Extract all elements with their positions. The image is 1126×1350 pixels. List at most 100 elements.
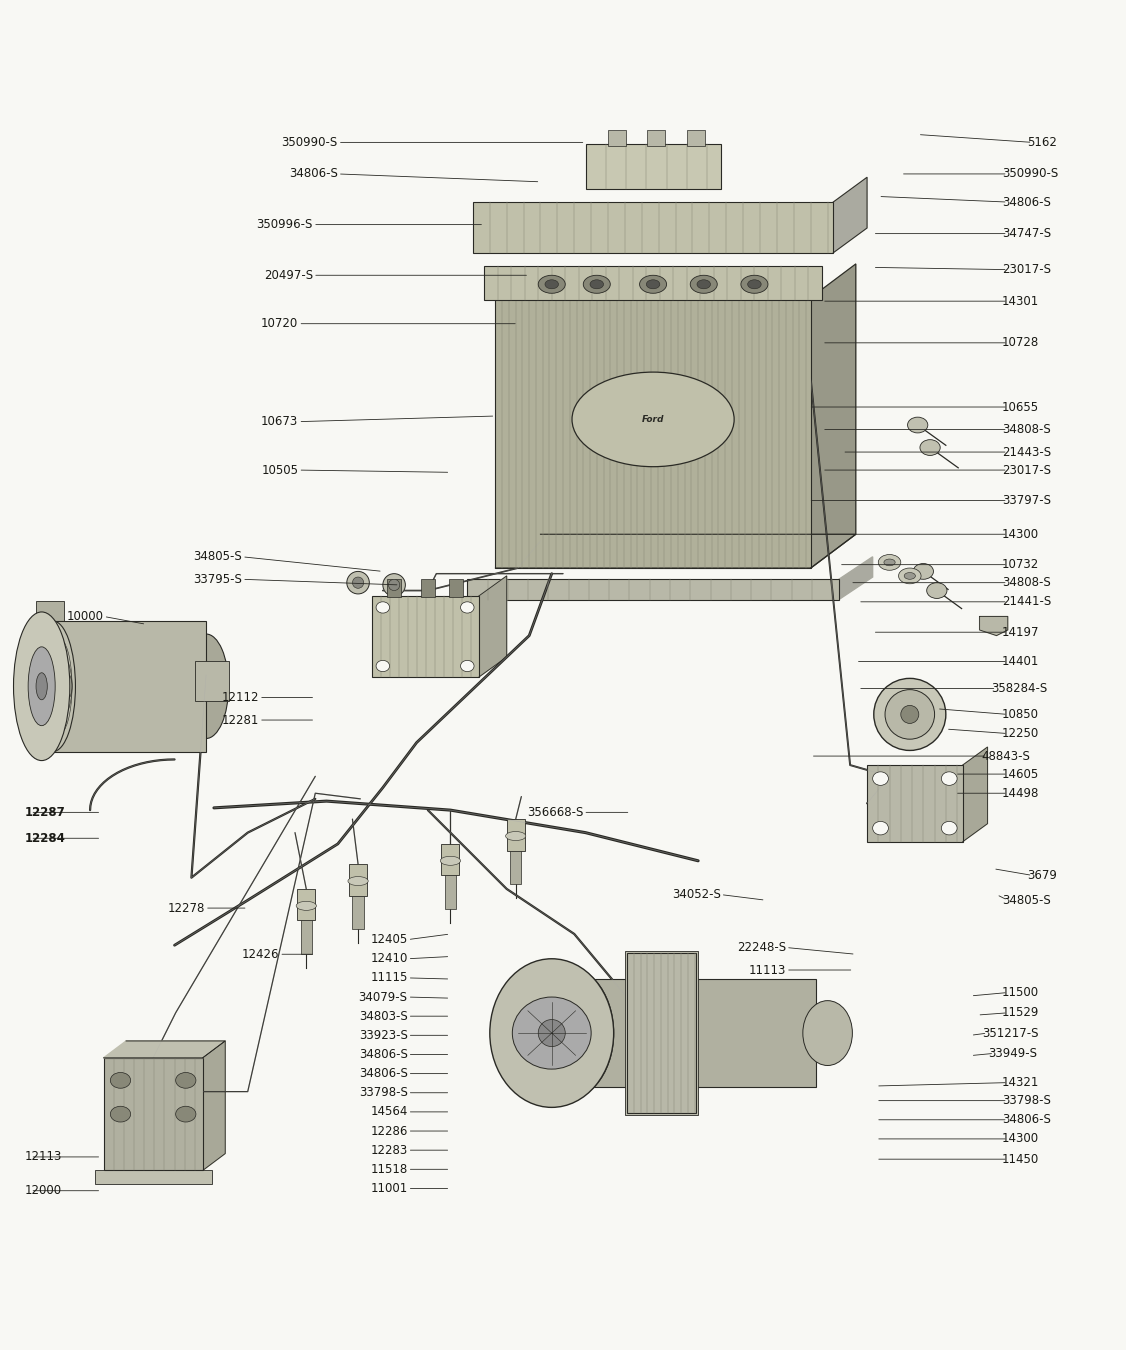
- Ellipse shape: [873, 772, 888, 786]
- Text: 14197: 14197: [1002, 625, 1039, 639]
- Text: 12426: 12426: [242, 948, 279, 961]
- Text: 12278: 12278: [168, 902, 205, 914]
- Text: 12112: 12112: [222, 691, 259, 703]
- Bar: [467, 579, 839, 599]
- Text: 12283: 12283: [370, 1143, 408, 1157]
- Text: 12281: 12281: [222, 714, 259, 726]
- Text: 12250: 12250: [1002, 728, 1039, 740]
- Ellipse shape: [110, 1106, 131, 1122]
- Bar: [36, 601, 64, 624]
- Bar: [352, 895, 364, 930]
- Text: 23017-S: 23017-S: [1002, 463, 1052, 477]
- Text: 33923-S: 33923-S: [359, 1029, 408, 1042]
- Ellipse shape: [583, 275, 610, 293]
- Polygon shape: [811, 265, 856, 568]
- Text: 12287: 12287: [25, 806, 65, 819]
- Bar: [608, 130, 626, 146]
- Text: 14401: 14401: [1002, 655, 1039, 668]
- Text: 21443-S: 21443-S: [1002, 446, 1052, 459]
- Ellipse shape: [296, 902, 316, 910]
- Text: 10505: 10505: [261, 463, 298, 477]
- Bar: [510, 850, 521, 884]
- Ellipse shape: [878, 555, 901, 570]
- Polygon shape: [833, 177, 867, 252]
- Text: 34806-S: 34806-S: [1002, 196, 1051, 209]
- Ellipse shape: [927, 583, 947, 598]
- Text: 12405: 12405: [370, 933, 408, 946]
- Text: 12284: 12284: [25, 832, 65, 845]
- Text: 3679: 3679: [1027, 869, 1057, 882]
- Text: 34079-S: 34079-S: [358, 991, 408, 1003]
- Polygon shape: [479, 576, 507, 678]
- Text: 34052-S: 34052-S: [672, 888, 721, 900]
- Ellipse shape: [901, 706, 919, 724]
- Text: 34806-S: 34806-S: [1002, 1114, 1051, 1126]
- Text: 11115: 11115: [370, 972, 408, 984]
- Ellipse shape: [440, 856, 461, 865]
- Text: 11529: 11529: [1002, 1006, 1039, 1019]
- Text: 34803-S: 34803-S: [359, 1010, 408, 1023]
- Text: 33798-S: 33798-S: [359, 1087, 408, 1099]
- Bar: [484, 266, 822, 300]
- Bar: [95, 1170, 212, 1184]
- Ellipse shape: [388, 579, 400, 590]
- Bar: [441, 844, 459, 875]
- Text: 33797-S: 33797-S: [1002, 494, 1052, 508]
- Bar: [372, 597, 479, 678]
- Ellipse shape: [572, 373, 734, 467]
- Ellipse shape: [176, 1106, 196, 1122]
- Ellipse shape: [36, 672, 47, 699]
- Ellipse shape: [904, 572, 915, 579]
- Ellipse shape: [545, 279, 558, 289]
- Text: 21441-S: 21441-S: [1002, 595, 1052, 609]
- Ellipse shape: [376, 602, 390, 613]
- Text: 34805-S: 34805-S: [194, 551, 242, 563]
- Ellipse shape: [461, 602, 474, 613]
- Bar: [195, 662, 229, 701]
- Text: 20497-S: 20497-S: [263, 269, 313, 282]
- Ellipse shape: [873, 821, 888, 834]
- Bar: [586, 143, 721, 189]
- Text: 14605: 14605: [1002, 768, 1039, 780]
- Bar: [627, 953, 696, 1112]
- Bar: [867, 765, 963, 841]
- Text: 14321: 14321: [1002, 1076, 1039, 1089]
- Text: 12286: 12286: [370, 1125, 408, 1138]
- Bar: [449, 579, 463, 597]
- Ellipse shape: [538, 275, 565, 293]
- Text: 34806-S: 34806-S: [289, 167, 338, 181]
- Ellipse shape: [690, 275, 717, 293]
- Ellipse shape: [874, 679, 946, 751]
- Text: 10655: 10655: [1002, 401, 1039, 413]
- Polygon shape: [839, 556, 873, 599]
- Text: 10000: 10000: [66, 610, 104, 622]
- Text: 11500: 11500: [1002, 986, 1039, 999]
- Text: 23017-S: 23017-S: [1002, 263, 1052, 277]
- Bar: [647, 130, 665, 146]
- Text: 12113: 12113: [25, 1150, 62, 1164]
- Bar: [473, 202, 833, 252]
- Ellipse shape: [913, 563, 933, 579]
- Text: 11450: 11450: [1002, 1153, 1039, 1165]
- Bar: [569, 979, 816, 1087]
- Text: 14564: 14564: [370, 1106, 408, 1118]
- Ellipse shape: [697, 279, 711, 289]
- Bar: [349, 864, 367, 895]
- Ellipse shape: [176, 1072, 196, 1088]
- Text: 350990-S: 350990-S: [282, 136, 338, 148]
- Bar: [507, 819, 525, 850]
- Text: 34808-S: 34808-S: [1002, 423, 1051, 436]
- Bar: [387, 579, 401, 597]
- Text: 11001: 11001: [370, 1183, 408, 1195]
- Ellipse shape: [14, 612, 70, 760]
- Text: 34806-S: 34806-S: [359, 1066, 408, 1080]
- Bar: [104, 1058, 203, 1170]
- Text: 350990-S: 350990-S: [1002, 167, 1058, 181]
- Bar: [301, 921, 312, 954]
- Ellipse shape: [347, 571, 369, 594]
- Ellipse shape: [184, 634, 229, 738]
- Text: 358284-S: 358284-S: [991, 682, 1047, 695]
- Bar: [297, 888, 315, 921]
- Ellipse shape: [376, 660, 390, 671]
- Text: 22248-S: 22248-S: [736, 941, 786, 954]
